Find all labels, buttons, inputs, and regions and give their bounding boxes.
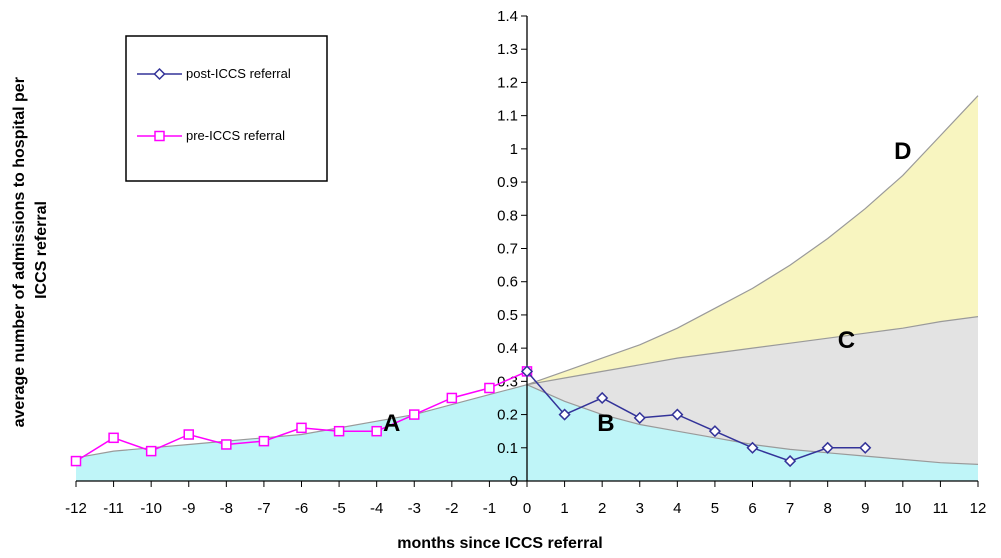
legend-marker-post [153, 67, 166, 81]
series-post-point [520, 365, 534, 378]
x-tick-label: -12 [65, 500, 87, 517]
y-tick-label: 1 [510, 141, 518, 158]
y-tick-label: 0.3 [497, 373, 518, 390]
region-label-d: D [894, 138, 911, 165]
y-tick-label: 0.8 [497, 207, 518, 224]
y-tick-label: 0.9 [497, 174, 518, 191]
series-pre-point [108, 432, 119, 444]
series-post-point [784, 455, 797, 468]
x-tick-label: -5 [332, 500, 345, 517]
y-tick-label: 0.7 [497, 241, 518, 258]
series-pre-point [145, 445, 157, 457]
series-pre-point [221, 439, 232, 450]
series-post-point [633, 411, 646, 424]
x-tick-label: 0 [523, 500, 531, 517]
y-axis-title-line-2: ICCS referral [33, 201, 50, 299]
x-tick-label: 4 [673, 500, 681, 517]
middle-trend-curve [526, 316, 979, 386]
region-label-c: C [838, 327, 855, 354]
x-tick-label: -7 [257, 500, 270, 517]
x-tick-label: -2 [445, 500, 458, 517]
legend-marker-pre [154, 130, 165, 142]
y-tick-label: 1.4 [497, 8, 518, 25]
x-tick-label: 10 [894, 500, 911, 517]
x-tick-label: 1 [560, 500, 568, 517]
x-tick-label: 11 [933, 500, 949, 517]
x-axis-title: months since ICCS referral [397, 535, 602, 552]
series-post-point [821, 441, 834, 454]
y-axis-title: average number of admissions to hospital… [11, 73, 50, 428]
x-tick-label: -11 [103, 500, 124, 517]
y-tick-label: 1.2 [497, 74, 518, 91]
series-pre-point [296, 422, 307, 434]
axis-layer: -12 -11 -10 -9 -8 -7 -6 -5 -4 -3 -2 -1 0 1 2 3 4 5 6 7 8 9 10 1… [65, 8, 986, 517]
x-tick-label: -1 [483, 500, 496, 517]
x-tick-label: 6 [748, 500, 756, 517]
y-axis-title-line-1: average number of admissions to hospital… [11, 77, 28, 427]
region-a-fill [76, 384, 527, 481]
series-post-point [859, 441, 872, 454]
y-tick-label: 0.4 [497, 340, 518, 357]
series-pre-point [484, 382, 495, 394]
legend-label-post: post-ICCS referral [186, 66, 291, 81]
x-tick-label: -9 [182, 500, 195, 517]
y-tick-label: 0.1 [497, 440, 518, 457]
legend-label-pre: pre-ICCS referral [186, 128, 285, 143]
x-tick-label: -3 [408, 500, 421, 517]
series-pre-point [446, 392, 458, 404]
series-pre-point [371, 425, 382, 437]
y-tick-label: 0 [510, 473, 518, 490]
x-tick-label: -10 [140, 500, 162, 517]
y-tick-label: 1.1 [497, 108, 518, 125]
x-tick-label: 7 [786, 500, 794, 517]
series-pre-point [258, 435, 270, 447]
x-tick-label: 12 [970, 500, 987, 517]
series-pre-point [333, 425, 345, 437]
x-tick-label: 9 [861, 500, 869, 517]
x-tick-label: 3 [636, 500, 644, 517]
region-c-fill [527, 316, 978, 465]
y-tick-label: 1.3 [497, 41, 518, 58]
region-label-a: A [383, 410, 400, 437]
x-tick-label: -4 [370, 500, 383, 517]
region-b-fill [527, 384, 978, 481]
y-tick-label: 0.2 [497, 407, 518, 424]
series-pre-point [183, 429, 194, 440]
series-post-point [596, 391, 609, 405]
y-tick-label: 0.5 [497, 307, 518, 324]
region-layer [76, 95, 978, 481]
x-tick-label: 8 [823, 500, 831, 517]
region-label-b: B [597, 410, 614, 437]
x-tick-label: -8 [220, 500, 233, 517]
series-post-line [526, 370, 866, 462]
series-post-point [708, 425, 721, 438]
label-layer: A B C D [383, 138, 911, 437]
upper-growth-curve [526, 95, 979, 386]
region-d-fill [527, 95, 978, 385]
series-post-point [671, 408, 684, 421]
legend-box [125, 35, 328, 182]
series-pre-point [409, 409, 420, 420]
x-tick-label: -6 [295, 500, 308, 517]
x-tick-label: 2 [598, 500, 606, 517]
legend: post-ICCS referral pre-ICCS referral [125, 35, 328, 182]
series-post-point [746, 441, 759, 454]
series-layer [70, 365, 872, 468]
y-tick-label: 0.6 [497, 274, 518, 291]
x-tick-label: 5 [711, 500, 719, 517]
series-pre-point [70, 455, 82, 467]
series-post-point [558, 408, 571, 421]
